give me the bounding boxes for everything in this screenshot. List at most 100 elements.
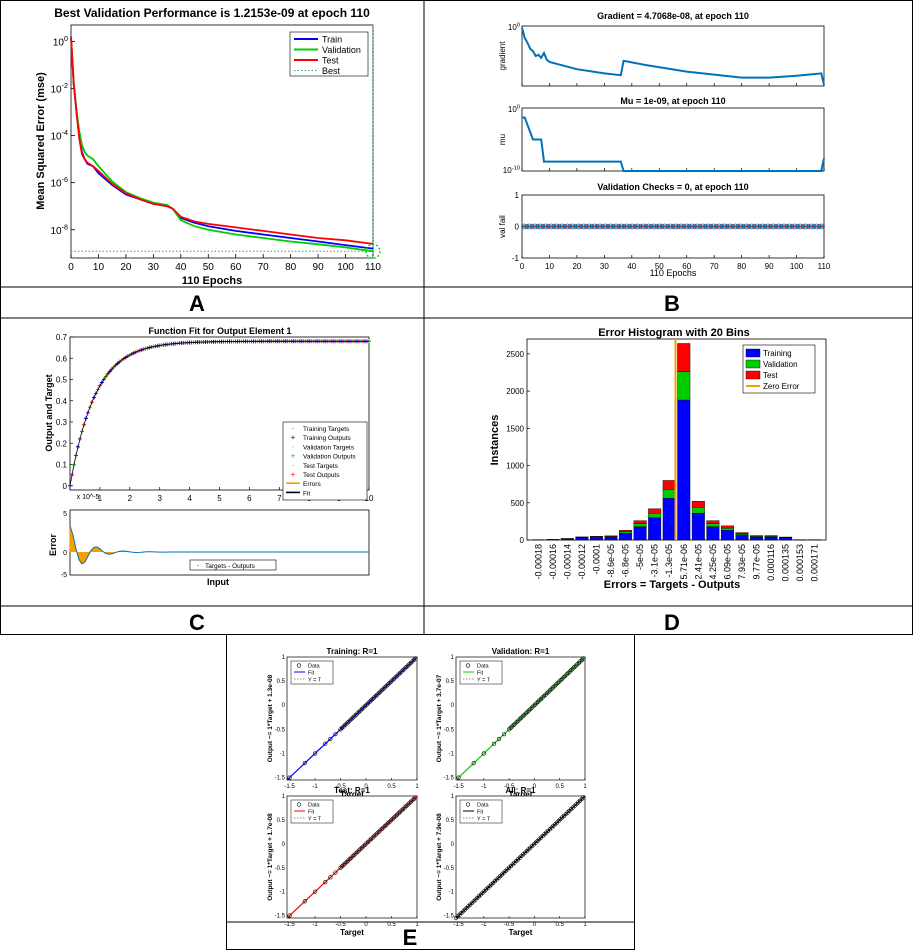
x-tick-label: -6.8e-05: [621, 544, 631, 578]
y-tick-label: -0.5: [275, 866, 286, 872]
y-tick-label: 2000: [506, 387, 524, 396]
val-fail-circle: [586, 223, 592, 230]
y-tick-label: 0.5: [56, 376, 68, 385]
x-tick-label: 20: [572, 262, 581, 271]
val-fail-circle: [808, 223, 815, 230]
val-fail-circle: [683, 223, 690, 230]
legend-swatch: [745, 370, 761, 380]
legend-label: Validation: [322, 45, 361, 55]
y-axis-label: Output and Target: [44, 374, 54, 451]
subplot-line: [521, 27, 825, 86]
x-tick-label: 1: [583, 922, 587, 928]
chart-a-performance: Best Validation Performance is 1.2153e-0…: [35, 6, 381, 287]
data-point: [333, 732, 338, 737]
x-tick-label: 40: [175, 262, 187, 273]
bar-validation: [619, 531, 633, 534]
bar-validation: [706, 523, 720, 527]
legend-box: [290, 799, 334, 824]
val-fail-circle: [521, 223, 527, 230]
error-y-tick-label: 5: [63, 511, 67, 518]
data-point: [312, 751, 318, 756]
x-axis-label: Errors = Targets - Outputs: [604, 579, 740, 591]
legend-label: Training Targets: [303, 426, 350, 433]
x-tick-label: 20: [120, 262, 132, 273]
legend-marker: +: [291, 452, 296, 461]
bar-test: [662, 480, 676, 490]
val-fail-circle: [613, 223, 620, 230]
legend-label: Fit: [303, 490, 310, 497]
y-tick-label: 0.5: [446, 679, 455, 685]
x-scale-note: x 10^-5: [77, 494, 100, 501]
val-fail-circle: [781, 223, 787, 230]
bar-training: [648, 517, 662, 541]
x-tick-label: 1: [583, 784, 587, 790]
data-point: [456, 775, 461, 780]
val-fail-circle: [553, 223, 560, 230]
x-tick-label: 0: [533, 784, 537, 790]
y-axis-label: Mean Squared Error (mse): [35, 72, 47, 210]
val-fail-circle: [526, 223, 533, 230]
bar-test: [590, 536, 603, 537]
val-fail-circle: [732, 223, 739, 230]
x-tick-label: 0: [520, 262, 525, 271]
val-fail-circle: [819, 223, 825, 230]
data-point: [581, 656, 586, 661]
subplot-ylabel: mu: [498, 134, 507, 145]
x-tick-label: 100: [337, 262, 354, 273]
data-point: [302, 761, 307, 766]
y-tick-label: -1: [512, 254, 520, 263]
data-point: [581, 795, 586, 800]
val-fail-circle: [792, 223, 798, 230]
y-tick-label: 1: [451, 655, 455, 661]
x-tick-label: -0.5: [504, 784, 515, 790]
legend-label: Best: [322, 66, 341, 76]
legend-label: Validation: [763, 360, 798, 369]
x-axis-label: Target: [340, 928, 364, 937]
bar-training: [750, 536, 764, 541]
bar-validation: [648, 513, 662, 518]
val-fail-circle: [721, 223, 728, 230]
x-tick-label: -0.00018: [533, 544, 543, 580]
val-fail-circle: [537, 223, 544, 230]
x-tick-label: 0: [68, 262, 74, 273]
legend-marker: [465, 802, 471, 807]
val-fail-circle: [656, 223, 663, 230]
val-fail-circle: [591, 223, 598, 230]
chart-e-regression: Training: R=1 -1.5 -1.5 -1 -1 -0.5 -0.5 0 0 0.5 0.…: [267, 647, 587, 937]
legend-box: [459, 799, 503, 824]
error-y-tick-label: -5: [61, 572, 67, 579]
val-fail-circle: [743, 223, 750, 230]
x-tick-label: 80: [737, 262, 746, 271]
chart-c-function-fit: Function Fit for Output Element 1 0 0.1 0.2…: [44, 326, 374, 587]
x-tick-label: -0.00014: [562, 544, 572, 580]
subplot-title: Validation Checks = 0, at epoch 110: [597, 182, 748, 192]
val-fail-circle: [667, 223, 674, 230]
x-tick-label: 10: [93, 262, 105, 273]
legend-label: Data: [477, 803, 490, 809]
bar-training: [633, 526, 647, 541]
bar-training: [677, 399, 691, 541]
bar-training: [720, 530, 734, 541]
val-fail-circle: [531, 223, 538, 230]
legend-box: [282, 421, 368, 501]
y-axis-label: Output ~= 1*Target + 7.9e-08: [436, 813, 443, 901]
bar-validation: [677, 371, 691, 401]
bar-training: [604, 536, 618, 541]
x-tick-label: -1: [312, 922, 318, 928]
data-point: [287, 913, 292, 918]
y-tick-label: -1: [449, 890, 455, 896]
bar-test: [706, 520, 720, 524]
regression-title: Validation: R=1: [492, 647, 550, 656]
x-tick-label: 0.5: [556, 784, 565, 790]
val-fail-circle: [813, 223, 820, 230]
data-point: [333, 870, 338, 875]
val-fail-circle: [645, 223, 652, 230]
x-tick-label: -0.00012: [577, 544, 587, 580]
legend-label: Fit: [477, 810, 484, 816]
val-fail-circle: [651, 223, 657, 230]
x-tick-label: 1: [98, 494, 103, 503]
x-tick-label: -1.5: [453, 922, 464, 928]
subplot-area: [521, 25, 825, 87]
y-tick-label: -1: [449, 751, 455, 757]
x-tick-label: 40: [627, 262, 636, 271]
